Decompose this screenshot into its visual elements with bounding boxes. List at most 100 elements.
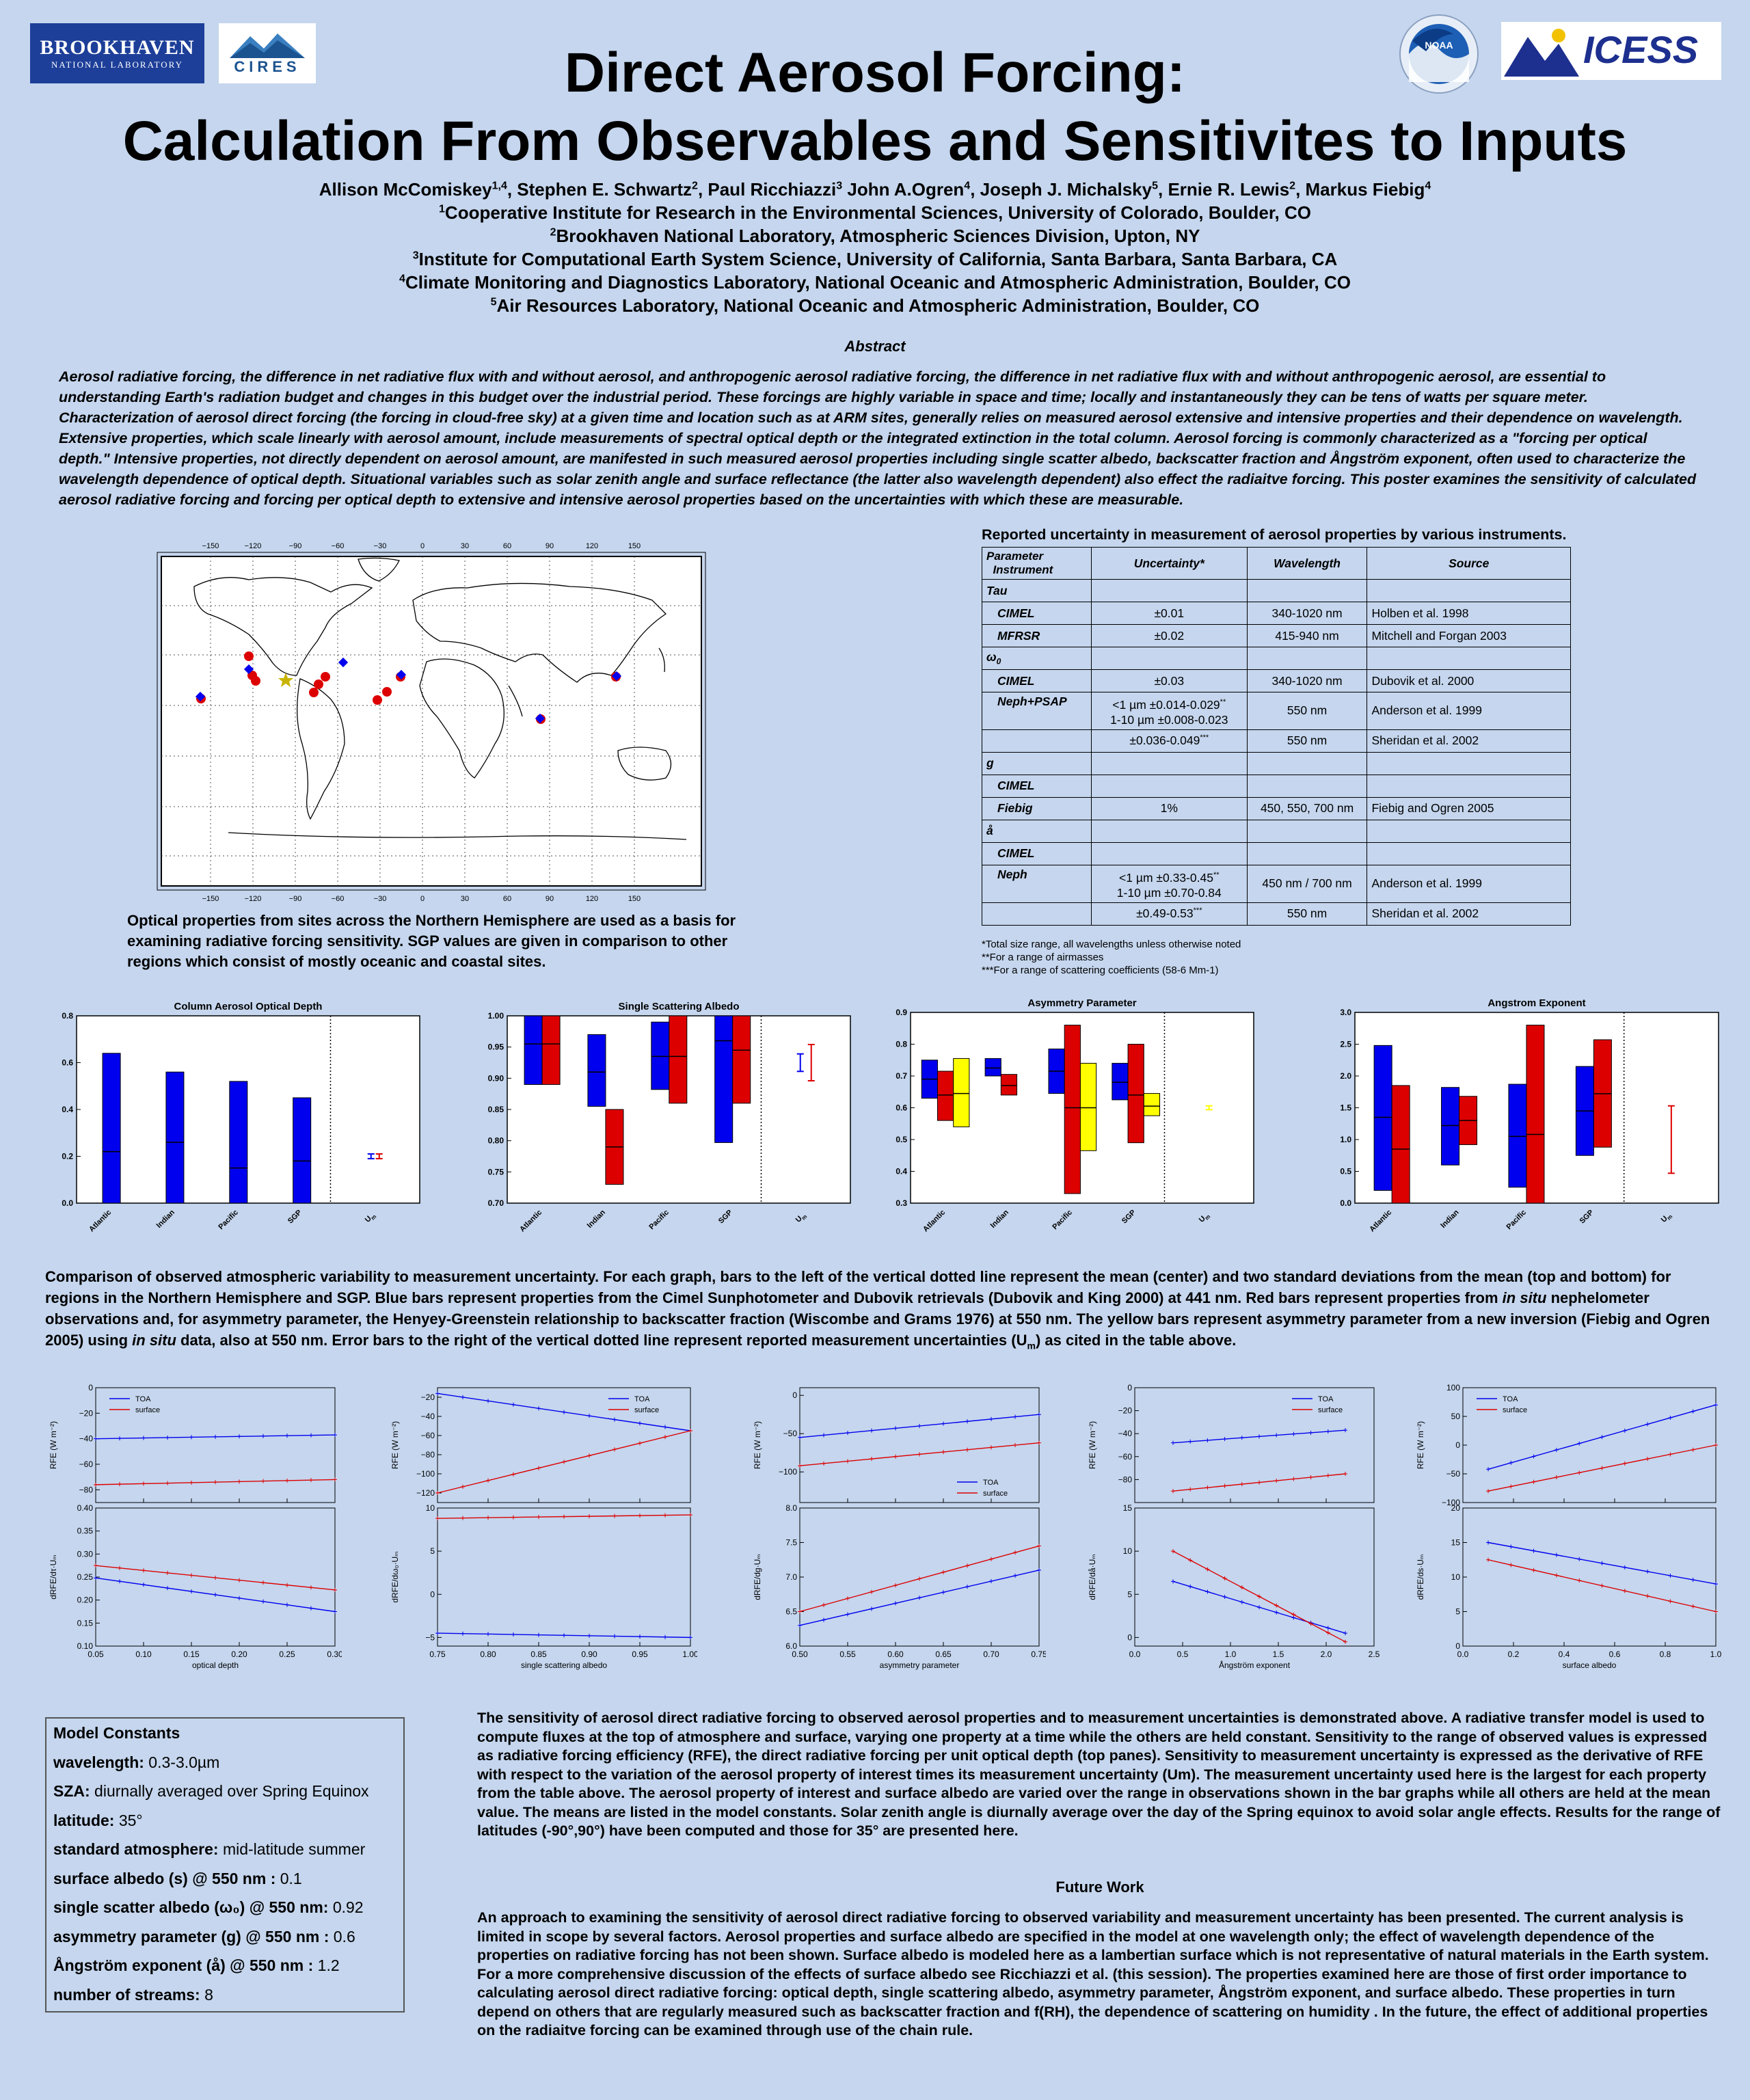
map-lon-tick-label: −150 (202, 542, 219, 550)
series-marker (1622, 1565, 1627, 1570)
series-marker (1013, 1573, 1017, 1578)
y-tick-label: −20 (421, 1392, 435, 1402)
table-row: ±0.036-0.049*** 550 nm Sheridan et al. 200… (982, 729, 1571, 753)
y-tick-label: −20 (1118, 1406, 1133, 1416)
series-marker (435, 1391, 440, 1396)
map-lon-tick-label: 120 (586, 895, 598, 903)
y-tick-label: 0.75 (488, 1167, 504, 1176)
x-tick-label: 0.85 (530, 1650, 547, 1659)
series-marker (1577, 1470, 1582, 1475)
y-tick-label: 0 (1127, 1383, 1132, 1392)
variability-bar (1127, 1044, 1144, 1144)
table-header-row: Parameter Instrument Uncertainty* Wavele… (982, 547, 1571, 580)
variability-bar (1526, 1025, 1545, 1204)
plot-pane (437, 1387, 691, 1503)
series-marker (846, 1612, 850, 1617)
series-marker (562, 1459, 566, 1464)
variability-bar (587, 1034, 606, 1107)
table-row: ±0.49-0.53*** 550 nm Sheridan et al. 2002 (982, 902, 1571, 926)
y-tick-label: 1.00 (488, 1011, 504, 1021)
y-tick-label: 0.5 (1340, 1167, 1351, 1176)
map-lon-tick-label: 150 (628, 895, 641, 903)
brookhaven-logo: BROOKHAVEN NATIONAL LABORATORY (30, 23, 204, 83)
series-marker (846, 1431, 850, 1436)
y-tick-label: 0.7 (896, 1071, 907, 1081)
series-marker (638, 1441, 642, 1446)
series-marker (1554, 1552, 1559, 1557)
legend-label: TOA (634, 1395, 650, 1403)
y-tick-label: −120 (416, 1488, 435, 1498)
y-tick-label: 0.30 (77, 1549, 94, 1559)
variability-bar (293, 1097, 312, 1204)
variability-bar (1064, 1025, 1081, 1194)
y-tick-label: 0.9 (896, 1008, 907, 1017)
legend-label: surface (634, 1406, 659, 1414)
model-constant-row: number of streams: 8 (53, 1985, 213, 2004)
x-tick-label: SGP (1120, 1209, 1138, 1226)
y-tick-label: 8.0 (785, 1503, 797, 1513)
series-marker (1239, 1585, 1244, 1590)
map-lon-tick-label: 60 (503, 895, 511, 903)
series-marker (486, 1478, 490, 1483)
y-tick-label: 15 (1451, 1538, 1461, 1548)
series-marker (309, 1606, 313, 1611)
series-marker (870, 1457, 874, 1462)
map-lon-tick-label: 90 (546, 895, 554, 903)
x-tick-label: 0.90 (581, 1650, 597, 1659)
y-tick-label: 0.0 (62, 1198, 73, 1208)
map-caption: Optical properties from sites across the… (127, 912, 736, 970)
series-marker (638, 1421, 642, 1426)
affiliation-2: 2Brookhaven National Laboratory, Atmosph… (550, 226, 1200, 246)
sgp-star-marker (278, 673, 293, 687)
x-axis-label: surface albedo (1563, 1660, 1617, 1670)
y-tick-label: 6.0 (785, 1641, 797, 1651)
series-marker (1274, 1610, 1279, 1615)
series-marker (562, 1514, 566, 1519)
plot-pane (1134, 1387, 1375, 1503)
y-axis-label: RFE (W m⁻²) (390, 1421, 400, 1469)
table-footnotes: *Total size range, all wavelengths unles… (982, 938, 1241, 977)
table-row: CIMEL ±0.03 340-1020 nm Dubovik et al. 2000 (982, 669, 1571, 692)
table-title: Reported uncertainty in measurement of a… (982, 526, 1567, 543)
series-marker (1274, 1479, 1279, 1483)
table-row: Neph <1 µm ±0.33-0.45** 1-10 µm ±0.70-0.84… (982, 864, 1571, 903)
x-axis-label: single scattering albedo (521, 1660, 607, 1670)
series-marker (798, 1464, 802, 1468)
y-tick-label: 1.5 (1340, 1103, 1351, 1113)
series-marker (1645, 1422, 1650, 1427)
y-tick-label: 0.70 (488, 1198, 504, 1208)
series-marker (1509, 1544, 1513, 1549)
site-marker (611, 671, 622, 682)
y-tick-label: 5 (1127, 1589, 1132, 1599)
x-tick-label: 2.5 (1369, 1650, 1380, 1659)
y-tick-label: 0.8 (62, 1011, 73, 1021)
icess-logo: ICESS (1501, 22, 1721, 80)
cires-logo: CIRES (219, 23, 316, 83)
abstract-text: Aerosol radiative forcing, the differenc… (59, 368, 1697, 508)
model-constant-row: latitude: 35° (53, 1811, 143, 1829)
map-gridlines (161, 556, 701, 886)
series-marker (1577, 1441, 1582, 1446)
site-marker (338, 657, 349, 668)
plot-pane (1134, 1507, 1375, 1647)
series-marker (1600, 1466, 1604, 1470)
x-tick-label: 0.25 (279, 1650, 295, 1659)
y-tick-label: −50 (783, 1429, 798, 1438)
series-marker (1274, 1433, 1279, 1438)
series-marker (1171, 1489, 1175, 1494)
y-axis-label: RFE (W m⁻²) (1416, 1421, 1425, 1469)
series-marker (822, 1461, 826, 1466)
map-lon-tick-label: 0 (420, 895, 425, 903)
series-marker (1554, 1573, 1559, 1578)
y-tick-label: −80 (421, 1450, 435, 1459)
series-marker (165, 1481, 170, 1485)
series-marker (1645, 1593, 1650, 1598)
series-marker (1325, 1630, 1330, 1635)
series-marker (1531, 1567, 1536, 1572)
series-marker (165, 1586, 170, 1591)
model-constant-row: surface albedo (s) @ 550 nm : 0.1 (53, 1869, 302, 1887)
legend-label: surface (983, 1490, 1008, 1498)
series-marker (587, 1453, 591, 1458)
x-tick-label: Indian (586, 1208, 608, 1230)
site-marker (244, 651, 254, 661)
